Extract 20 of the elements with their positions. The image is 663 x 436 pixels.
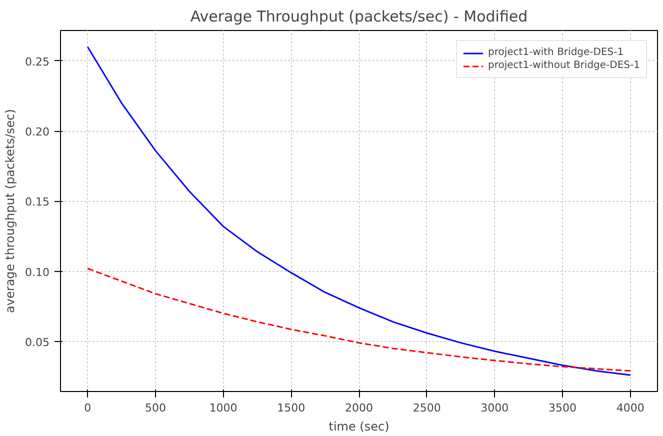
x-tick-label: 3500 [548,402,577,414]
y-tick-label: 0.10 [25,266,50,279]
x-axis-title: time (sec) [328,420,390,434]
x-tick-label: 2000 [345,402,374,414]
x-tick-label: 3000 [480,402,509,414]
y-tick-label: 0.05 [25,336,50,349]
y-axis-title: average throughput (packets/sec) [3,109,18,313]
chart-title: Average Throughput (packets/sec) - Modified [190,8,528,26]
line-series [86,268,632,372]
x-tick-label: 0 [84,402,92,414]
x-tick-label: 500 [144,402,166,414]
legend-label: project1-without Bridge-DES-1 [488,60,640,71]
y-tick-label: 0.20 [25,126,50,139]
x-tick-label: 1000 [209,402,238,414]
x-tick-label: 2500 [412,402,441,414]
x-tick-label: 1500 [277,402,306,414]
y-tick-label: 0.15 [25,196,50,209]
x-tick-label: 4000 [616,402,644,414]
y-tick-label: 0.25 [25,55,50,68]
legend-label: project1-with Bridge-DES-1 [488,47,624,58]
